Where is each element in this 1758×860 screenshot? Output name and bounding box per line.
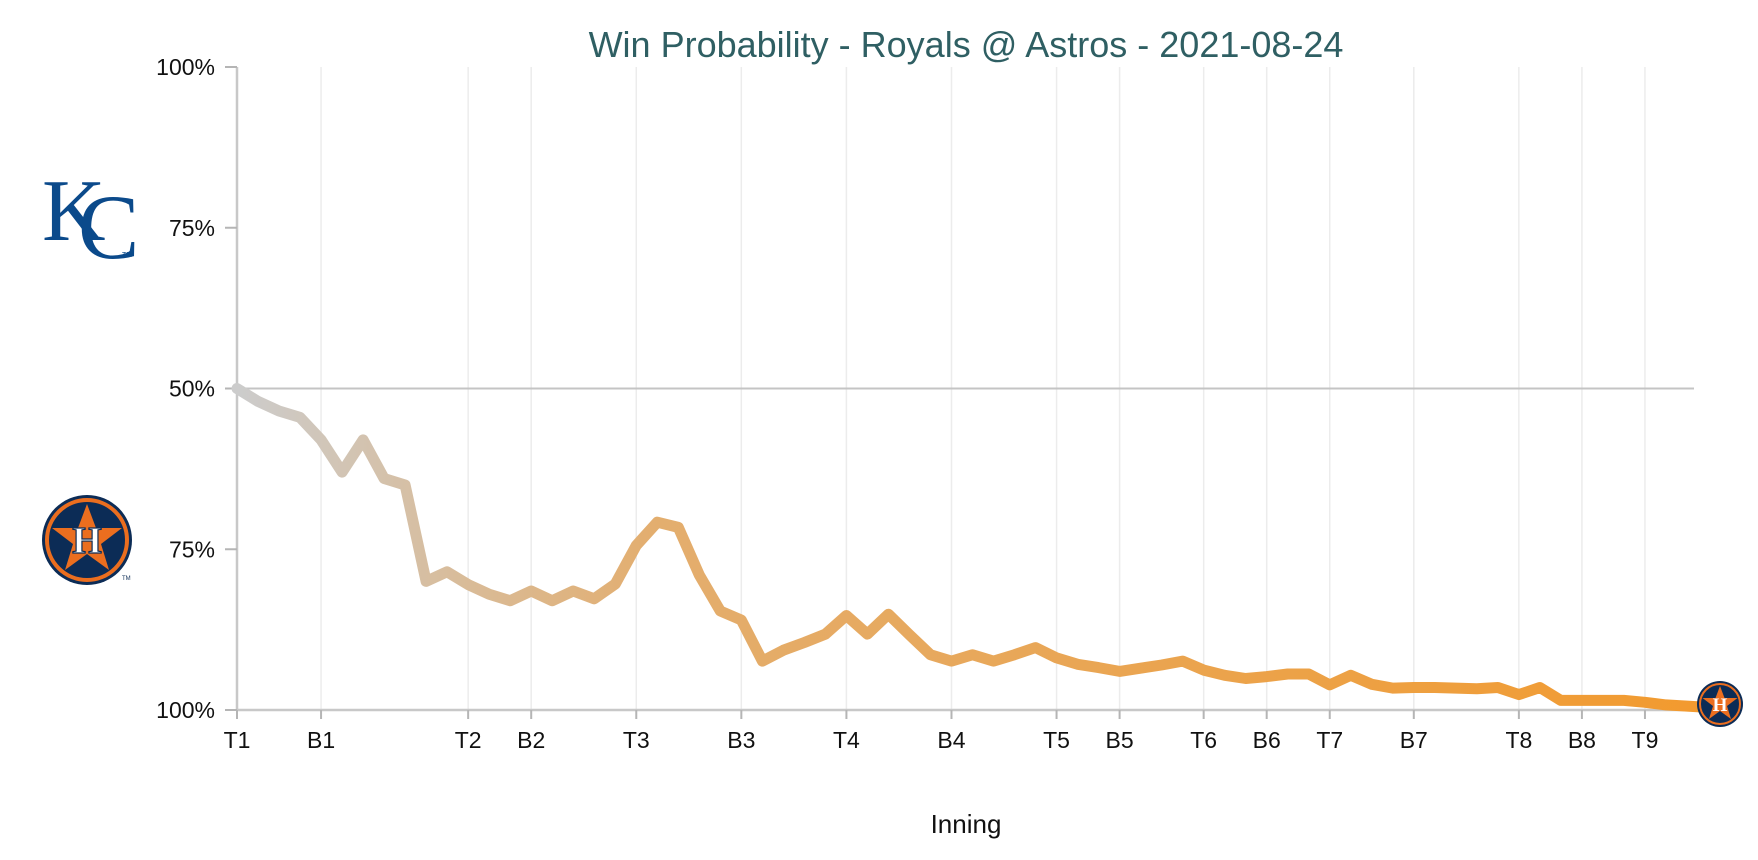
houston-astros-logo: H TM xyxy=(42,495,132,585)
x-tick-label-b7: B7 xyxy=(1400,727,1428,753)
svg-text:TM: TM xyxy=(122,252,132,259)
x-axis-ticks: T1 B1 T2 B2 T3 B3 T4 B4 T5 B5 T6 B6 T7 B7 T8 B8 T9 xyxy=(224,710,1659,753)
x-tick-label-t1: T1 xyxy=(224,727,251,753)
x-tick-label-b4: B4 xyxy=(937,727,965,753)
kc-royals-logo: K C TM xyxy=(42,163,139,278)
win-probability-line xyxy=(231,383,1714,713)
y-tick-label: 100% xyxy=(156,697,215,723)
x-tick-label-t8: T8 xyxy=(1505,727,1532,753)
y-tick-label: 75% xyxy=(169,215,215,241)
x-tick-label-b3: B3 xyxy=(727,727,755,753)
svg-text:H: H xyxy=(72,520,102,562)
x-tick-label-b1: B1 xyxy=(307,727,335,753)
x-tick-label-b2: B2 xyxy=(517,727,545,753)
x-tick-label-t9: T9 xyxy=(1632,727,1659,753)
svg-text:H: H xyxy=(1713,695,1728,716)
y-axis-ticks: 100% 75% 50% 75% 100% xyxy=(156,54,237,723)
chart-title: Win Probability - Royals @ Astros - 2021… xyxy=(589,24,1344,65)
x-tick-label-t5: T5 xyxy=(1043,727,1070,753)
x-tick-label-t2: T2 xyxy=(455,727,482,753)
x-tick-label-t7: T7 xyxy=(1316,727,1343,753)
x-tick-label-t4: T4 xyxy=(833,727,860,753)
y-tick-label: 100% xyxy=(156,54,215,80)
y-tick-label: 75% xyxy=(169,536,215,562)
x-axis-title: Inning xyxy=(931,809,1002,839)
svg-text:K: K xyxy=(42,163,106,260)
x-tick-label-b6: B6 xyxy=(1253,727,1281,753)
svg-text:TM: TM xyxy=(122,576,131,582)
x-tick-label-b8: B8 xyxy=(1568,727,1596,753)
x-tick-label-t6: T6 xyxy=(1190,727,1217,753)
astros-end-marker: H xyxy=(1697,681,1743,727)
svg-text:C: C xyxy=(78,176,139,278)
y-tick-label: 50% xyxy=(169,376,215,402)
x-tick-label-b5: B5 xyxy=(1106,727,1134,753)
x-tick-label-t3: T3 xyxy=(623,727,650,753)
